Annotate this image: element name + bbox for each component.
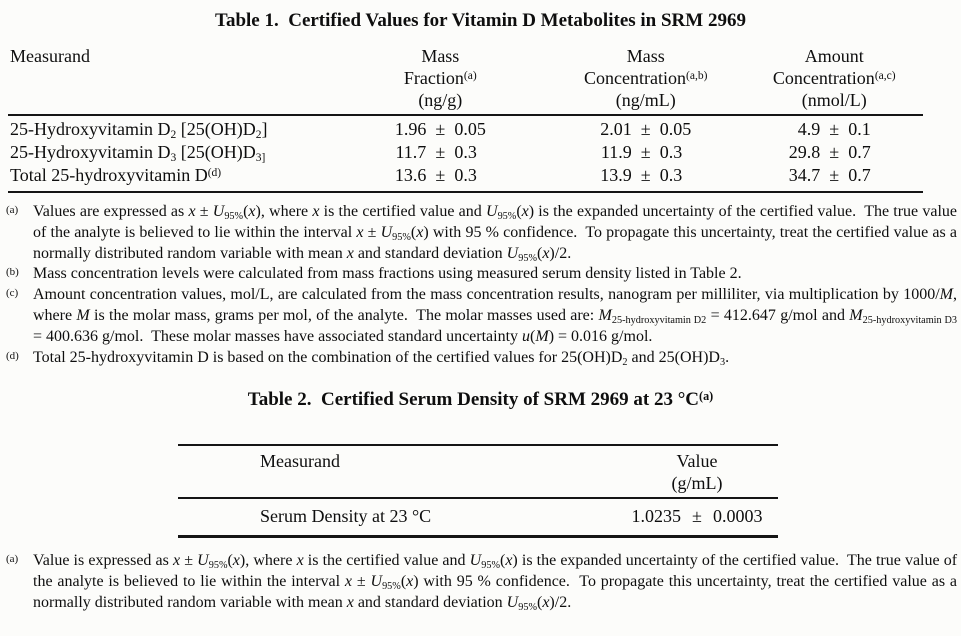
table1-header-amount-concentration: Amount Concentration(a,c) (nmol/L) <box>772 46 896 110</box>
plus-minus-symbol: ± <box>829 142 840 162</box>
value-cell: 13.9 ± 0.3 <box>600 165 683 185</box>
plus-minus-symbol: ± <box>692 506 702 527</box>
table2-header-value: Value (g/mL) <box>671 451 723 494</box>
footnote-b: (b) Mass concentration levels were calcu… <box>0 264 961 285</box>
value-cell: 1.96 ± 0.05 <box>394 119 486 139</box>
footnote-c: (c) Amount concentration values, mol/L, … <box>0 285 961 347</box>
table1-body: 25-Hydroxyvitamin D2 [25(OH)D2] 1.96 ± 0… <box>8 116 923 193</box>
plus-minus-symbol: ± <box>640 119 651 139</box>
value-cell: 1.0235 ± 0.0003 <box>631 506 763 527</box>
plus-minus-symbol: ± <box>435 142 446 162</box>
table-row: Total 25-hydroxyvitamin D(d) 13.6 ± 0.3 … <box>8 164 923 187</box>
table1-header-measurand: Measurand <box>10 46 90 66</box>
footnote-d: (d) Total 25-hydroxyvitamin D is based o… <box>0 348 961 369</box>
value-cell: 34.7 ± 0.7 <box>788 165 871 185</box>
measurand-name: Total 25-hydroxyvitamin D(d) <box>10 165 222 185</box>
footnote-a-table2: (a) Value is expressed as x ± U95%(x), w… <box>0 551 961 613</box>
plus-minus-symbol: ± <box>829 119 840 139</box>
footnote-marker: (d) <box>6 349 19 362</box>
table-row: Serum Density at 23 °C 1.0235 ± 0.0003 <box>178 499 778 539</box>
value-cell: 29.8 ± 0.7 <box>788 142 871 162</box>
table1-header-row: Measurand Mass Fraction(a) (ng/g) Mass C… <box>8 45 923 116</box>
footnote-marker: (b) <box>6 266 19 279</box>
footnote-marker: (a) <box>6 204 19 216</box>
value-cell: 13.6 ± 0.3 <box>394 165 477 185</box>
table1-title: Table 1. Certified Values for Vitamin D … <box>215 10 746 31</box>
table1-header-mass-fraction: Mass Fraction(a) (ng/g) <box>403 46 477 110</box>
table1-footnotes: (a) Values are expressed as x ± U95%(x),… <box>0 202 961 368</box>
table2-footnotes: (a) Value is expressed as x ± U95%(x), w… <box>0 551 961 613</box>
plus-minus-symbol: ± <box>435 119 446 139</box>
plus-minus-symbol: ± <box>640 142 651 162</box>
table2: Measurand Value (g/mL) Serum Density at … <box>178 444 778 539</box>
plus-minus-symbol: ± <box>829 165 840 185</box>
measurand-name: Serum Density at 23 °C <box>260 506 432 527</box>
value-cell: 2.01 ± 0.05 <box>600 119 692 139</box>
footnote-marker: (c) <box>6 287 19 300</box>
value-cell: 4.9 ± 0.1 <box>797 119 871 139</box>
value-cell: 11.7 ± 0.3 <box>395 142 477 162</box>
value-cell: 11.9 ± 0.3 <box>600 142 683 162</box>
table2-title: Table 2. Certified Serum Density of SRM … <box>247 389 714 411</box>
table2-header-row: Measurand Value (g/mL) <box>178 446 778 500</box>
table-row: 25-Hydroxyvitamin D3 [25(OH)D3] 11.7 ± 0… <box>8 141 923 164</box>
table2-header-measurand: Measurand <box>260 451 340 472</box>
plus-minus-symbol: ± <box>640 165 651 185</box>
table1-header-mass-concentration: Mass Concentration(a,b) (ng/mL) <box>584 46 708 110</box>
footnote-marker: (a) <box>6 553 19 566</box>
table1: Measurand Mass Fraction(a) (ng/g) Mass C… <box>8 45 923 193</box>
plus-minus-symbol: ± <box>435 165 446 185</box>
footnote-a: (a) Values are expressed as x ± U95%(x),… <box>0 202 961 264</box>
measurand-name: 25-Hydroxyvitamin D2 [25(OH)D2] <box>10 119 268 141</box>
measurand-name: 25-Hydroxyvitamin D3 [25(OH)D3] <box>10 142 266 164</box>
table-row: 25-Hydroxyvitamin D2 [25(OH)D2] 1.96 ± 0… <box>8 118 923 141</box>
